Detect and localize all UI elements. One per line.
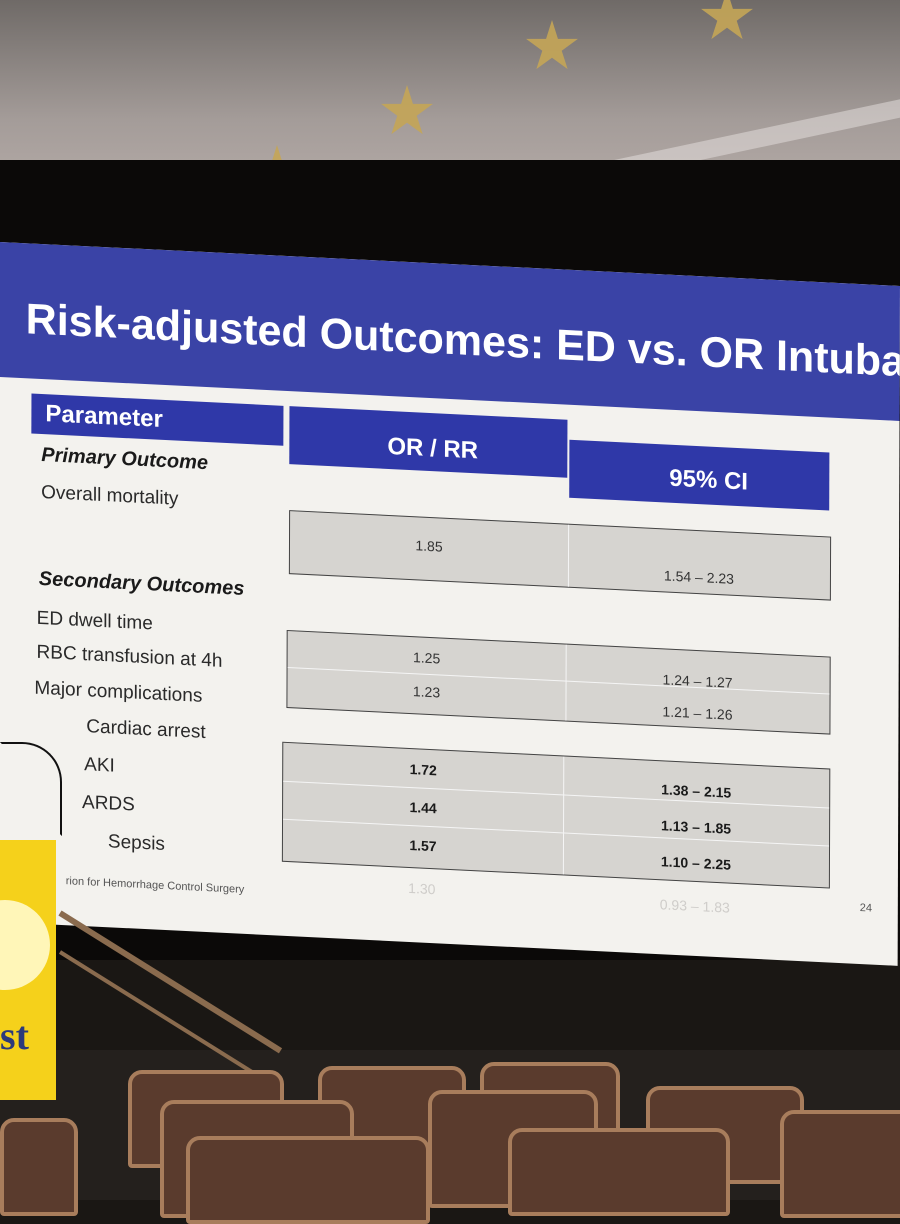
row-label-ed-dwell-time: ED dwell time (36, 607, 153, 635)
row-label-overall-mortality: Overall mortality (41, 481, 179, 510)
secondary-outcomes-box: 1.25 1.24 – 1.27 1.23 1.21 – 1.26 (286, 629, 831, 735)
slide-page-number: 24 (859, 902, 873, 915)
cell-ards-or: 1.57 (409, 836, 437, 855)
header-ci-label: 95% CI (669, 464, 749, 496)
microphone-stand (0, 742, 62, 836)
cell-ed-dwell-ci: 1.24 – 1.27 (662, 671, 733, 691)
header-ci: 95% CI (569, 439, 830, 511)
header-or-rr: OR / RR (289, 406, 568, 478)
row-label-sepsis: Sepsis (107, 831, 165, 856)
row-label-ards: ARDS (82, 791, 135, 816)
cell-rbc-or: 1.23 (412, 683, 441, 701)
complications-box: 1.72 1.38 – 2.15 1.44 1.13 – 1.85 1.57 1… (281, 741, 831, 889)
cell-aki-ci: 1.13 – 1.85 (661, 817, 732, 837)
projected-slide: Risk-adjusted Outcomes: ED vs. OR Intuba… (0, 240, 900, 966)
header-parameter-label: Parameter (45, 400, 163, 433)
cell-aki-or: 1.44 (409, 798, 437, 817)
section-primary-outcome: Primary Outcome (41, 443, 209, 475)
cell-cardiac-arrest-or: 1.72 (409, 760, 437, 779)
header-or-rr-label: OR / RR (387, 432, 479, 465)
cell-sepsis-ci: 0.93 – 1.83 (659, 896, 730, 916)
row-label-major-complications: Major complications (34, 677, 203, 707)
cell-rbc-ci: 1.21 – 1.26 (662, 703, 733, 723)
cell-overall-mortality-ci: 1.54 – 2.23 (663, 567, 735, 587)
section-secondary-outcomes: Secondary Outcomes (38, 567, 245, 600)
slide-footer-text: rion for Hemorrhage Control Surgery (65, 875, 245, 896)
primary-outcome-box: 1.85 1.54 – 2.23 (288, 510, 832, 601)
audience-chair (186, 1136, 430, 1224)
audience-chair (780, 1110, 900, 1218)
row-label-cardiac-arrest: Cardiac arrest (86, 716, 206, 744)
audience-chair (508, 1128, 730, 1216)
row-label-rbc-transfusion: RBC transfusion at 4h (36, 641, 223, 672)
cell-overall-mortality-or: 1.85 (415, 537, 443, 555)
audience-chair (0, 1118, 78, 1216)
cell-ards-ci: 1.10 – 2.25 (660, 853, 732, 873)
row-label-aki: AKI (84, 754, 115, 777)
podium-logo-text: st (0, 1013, 29, 1058)
cell-sepsis-or: 1.30 (408, 879, 436, 898)
header-parameter: Parameter (31, 393, 284, 446)
